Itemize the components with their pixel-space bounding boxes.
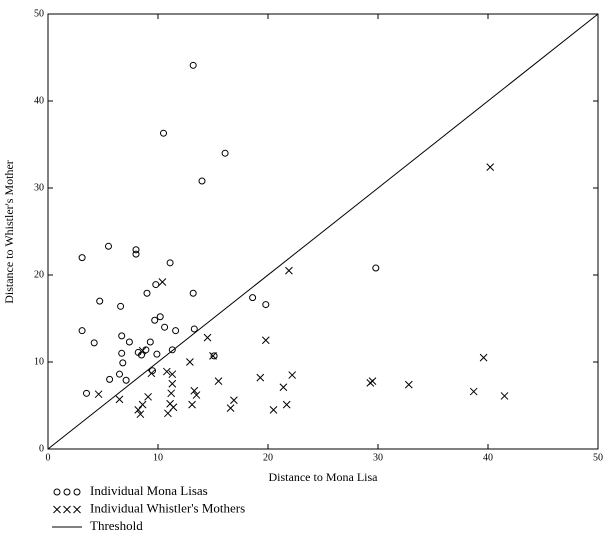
point [269,405,278,414]
point [96,297,104,305]
y-tick-label: 40 [34,95,44,106]
point [282,400,291,409]
y-tick-label: 20 [34,269,44,280]
point [203,333,212,342]
point [106,375,114,383]
point [94,390,103,399]
point [134,405,143,414]
point [143,289,151,297]
point [116,370,123,378]
point [90,339,98,347]
point [132,246,140,254]
point [132,250,140,258]
point [118,332,126,340]
x-axis-title: Distance to Mona Lisa [269,470,379,484]
point [149,367,156,375]
legend-symbol [63,505,71,514]
y-axis-title: Distance to Whistler's Mother [2,160,16,304]
point [78,327,86,335]
plot-frame [47,13,599,450]
threshold-line [47,13,599,450]
point [189,289,197,297]
point [186,358,194,366]
point [168,370,177,379]
point [162,367,171,376]
point [189,61,197,69]
point [158,278,167,286]
point [172,327,180,335]
legend-symbol [73,488,81,496]
legend-label: Threshold [90,518,143,533]
point [146,338,154,346]
x-tick-label: 30 [373,452,383,463]
point [156,313,164,321]
point [479,353,488,362]
point [209,352,217,360]
point [122,376,130,384]
y-tick-label: 30 [34,182,44,193]
point [136,410,145,419]
legend-symbol [63,488,71,496]
point [161,323,169,331]
point [500,392,509,400]
point [169,403,178,412]
point [151,316,159,324]
point [214,377,223,385]
point [168,379,177,388]
point [147,369,156,378]
point [261,336,270,345]
point [210,352,218,360]
point [144,392,152,401]
point [288,371,297,379]
point [368,377,377,385]
point [160,129,167,137]
point [192,391,201,399]
point [119,359,127,367]
y-tick-label: 10 [34,356,44,367]
legend-label: Individual Whistler's Mothers [90,500,245,515]
x-tick-label: 0 [46,452,51,463]
point [256,373,265,382]
point [166,259,174,267]
point [118,349,126,357]
x-tick-label: 20 [263,452,273,463]
point [153,350,161,358]
point [262,301,270,309]
point [78,254,86,262]
point [226,404,235,412]
point [105,242,112,250]
point [138,400,147,409]
x-tick-label: 50 [593,452,603,463]
point [168,346,176,354]
point [469,387,478,396]
point [221,149,229,157]
point [125,338,133,346]
y-tick-label: 50 [34,8,44,19]
point [230,396,238,405]
point [285,266,293,275]
point [138,346,147,355]
point [83,389,90,397]
x-tick-label: 40 [483,452,493,463]
x-tick-label: 10 [153,452,163,463]
point [404,380,413,389]
point [198,177,206,185]
point [117,302,125,310]
legend-label: Individual Mona Lisas [90,483,208,498]
point [372,264,380,272]
legend-symbol [53,488,61,496]
legend-symbol [53,505,61,514]
point [249,294,257,302]
point [190,386,199,395]
point [486,163,495,171]
point [188,400,196,409]
y-tick-label: 0 [39,443,44,454]
point [190,325,198,333]
legend-symbol [73,505,81,514]
point [115,395,124,404]
point [279,383,288,392]
point [152,281,160,289]
point [167,389,176,398]
